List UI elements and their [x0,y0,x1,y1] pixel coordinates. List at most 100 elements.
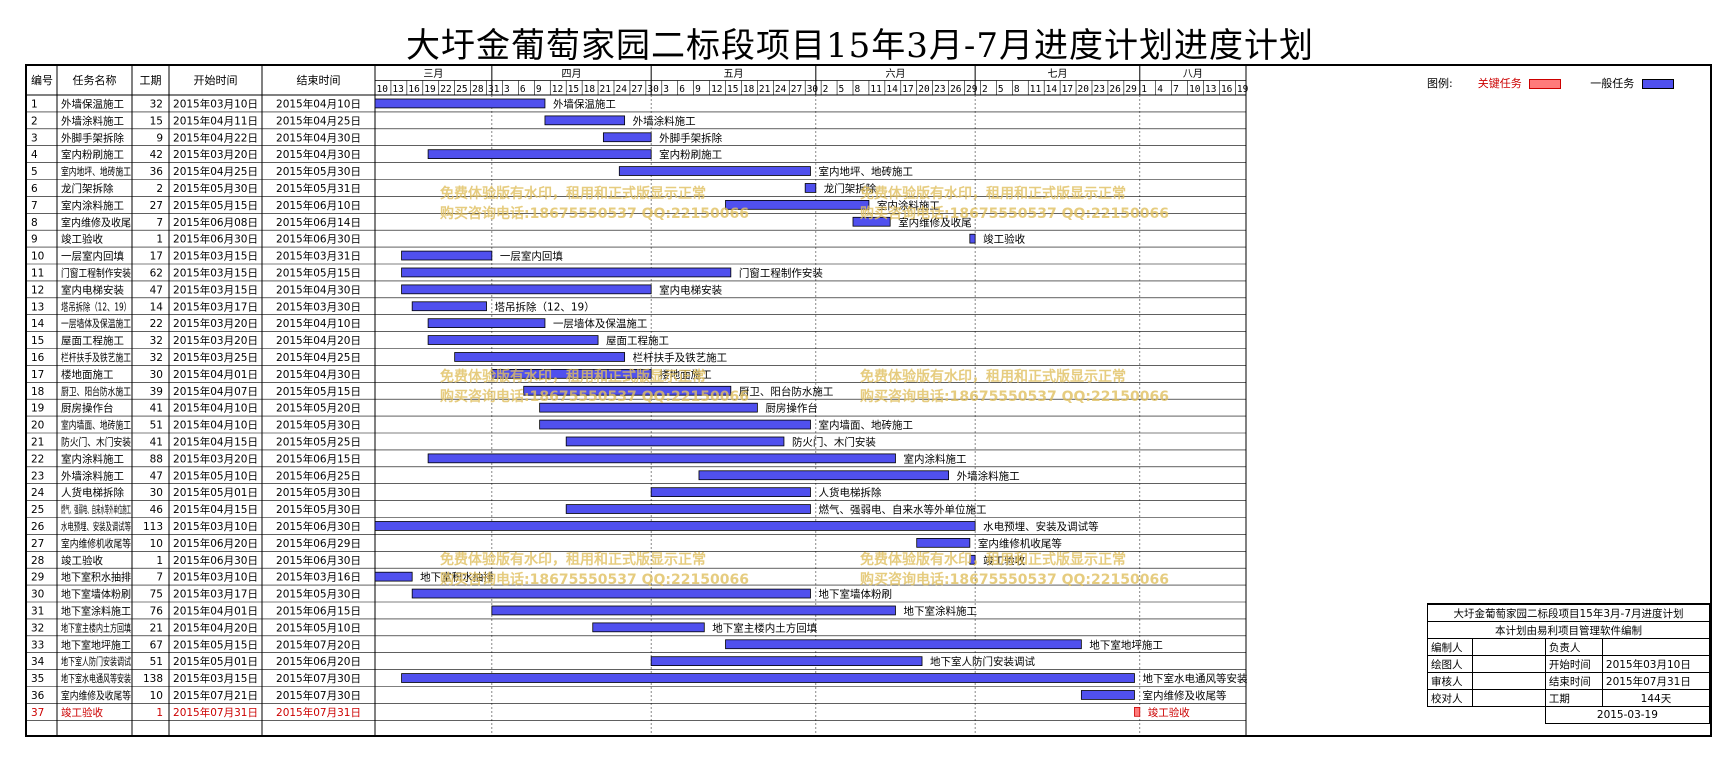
task-bar-label: 竣工验收 [983,233,1025,246]
task-bar-label: 竣工验收 [983,554,1025,567]
day-label: 19 [1237,84,1249,95]
task-bar-label: 栏杆扶手及铁艺施工 [633,351,728,364]
task-duration: 1 [156,555,163,567]
task-end: 2015年04月30日 [276,368,361,381]
task-bar [852,216,891,227]
task-bar [401,673,1135,683]
task-id: 3 [31,132,38,144]
task-id: 9 [31,234,38,246]
task-duration: 47 [150,284,163,296]
task-duration: 21 [150,622,163,634]
task-id: 26 [31,521,45,533]
task-start: 2015年03月15日 [173,283,258,296]
task-end: 2015年03月30日 [276,300,361,313]
task-end: 2015年04月30日 [276,283,361,296]
task-bar-label: 人货电梯拆除 [819,486,882,499]
task-name: 防火门、木门安装 [61,435,131,448]
task-bar [969,554,976,565]
task-bar-label: 室内维修及收尾 [898,216,972,229]
task-id: 5 [31,166,38,178]
sig-cell: 144天 [1601,689,1711,707]
day-label: 27 [631,84,642,95]
task-id: 11 [31,267,44,279]
task-end: 2015年06月20日 [276,655,361,668]
task-name: 竣工验收 [61,554,103,567]
task-id: 10 [31,251,44,263]
task-id: 12 [31,284,44,296]
task-end: 2015年04月10日 [276,317,361,330]
day-label: 4 [1157,84,1163,95]
task-start: 2015年04月01日 [173,368,258,381]
task-bar-label: 厨房操作台 [765,402,818,415]
task-start: 2015年07月21日 [173,689,258,702]
day-label: 6 [520,84,526,95]
task-duration: 36 [150,166,164,178]
task-duration: 10 [150,690,163,702]
task-bar-label: 室内电梯安装 [659,283,722,296]
task-name: 地下室水电通风等安装 [61,672,131,685]
task-start: 2015年03月10日 [173,97,258,110]
task-bar-label: 地下室地坪施工 [1089,638,1163,651]
task-bar-label: 燃气、强弱电、自来水等外单位施工 [819,503,987,516]
task-bar [427,335,599,345]
task-bar-label: 龙门架拆除 [824,182,877,195]
task-duration: 62 [150,267,163,279]
task-bar [491,605,896,616]
task-end: 2015年07月30日 [276,672,361,685]
task-id: 1 [31,98,38,110]
task-id: 32 [31,622,44,634]
day-label: 26 [1109,84,1121,95]
task-bar [491,368,652,379]
day-label: 11 [1030,84,1042,95]
month-label: 八月 [1183,68,1203,80]
day-label: 9 [695,84,701,95]
task-id: 34 [31,656,45,668]
task-id: 23 [31,470,44,482]
day-label: 24 [615,84,627,95]
legend-normal-label: 一般任务 [1590,77,1635,90]
task-duration: 2 [156,183,163,195]
legend-critical-label: 关键任务 [1477,77,1522,90]
task-end: 2015年04月30日 [276,148,361,161]
task-start: 2015年04月15日 [173,503,258,516]
task-name: 龙门架拆除 [61,182,114,195]
task-duration: 14 [150,301,164,313]
task-id: 20 [31,420,44,432]
task-bar [602,132,652,143]
day-label: 2 [823,84,829,95]
day-label: 7 [1173,84,1179,95]
task-start: 2015年05月01日 [173,655,258,668]
task-duration: 7 [156,217,163,229]
task-id: 15 [31,335,44,347]
day-label: 17 [902,84,913,95]
task-id: 18 [31,386,44,398]
task-bar [374,98,546,109]
task-bar-label: 水电预埋、安装及调试等 [983,520,1099,533]
task-duration: 76 [150,605,164,617]
task-name: 地下室积水抽排 [61,571,131,584]
task-bar-label: 室内维修及收尾等 [1142,689,1226,702]
task-end: 2015年05月30日 [276,419,361,432]
day-label: 22 [440,84,451,95]
day-label: 2 [982,84,988,95]
task-name: 室内维修及收尾等 [61,689,131,702]
task-id: 13 [31,301,44,313]
task-end: 2015年06月30日 [276,520,361,533]
column-header-name: 任务名称 [73,73,117,87]
signature-date: 2015-03-19 [1544,706,1711,724]
task-bar [1134,707,1141,717]
task-duration: 113 [143,521,163,533]
day-label: 11 [870,84,882,95]
task-name: 地下室人防门安装调试 [61,655,131,668]
task-end: 2015年04月30日 [276,131,361,144]
day-label: 8 [854,84,860,95]
task-start: 2015年06月08日 [173,216,258,229]
task-bar [804,183,817,193]
task-bar-label: 地下室主楼内土方回填 [712,621,817,634]
task-duration: 10 [150,538,163,550]
task-duration: 41 [150,436,163,448]
task-name: 厨卫、阳台防水施工 [61,385,131,398]
task-end: 2015年06月10日 [276,199,361,212]
task-start: 2015年03月15日 [173,672,258,685]
task-end: 2015年03月16日 [276,571,361,584]
